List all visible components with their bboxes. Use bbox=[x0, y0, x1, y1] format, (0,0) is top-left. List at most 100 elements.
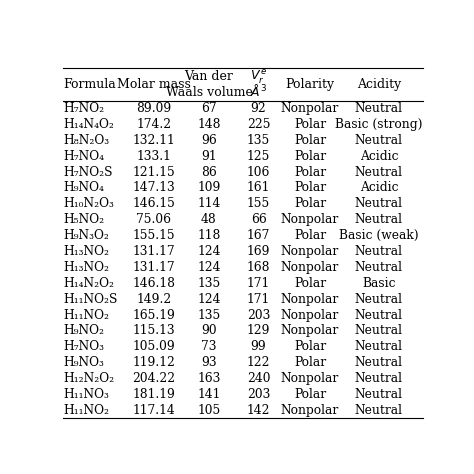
Text: Acidic: Acidic bbox=[360, 182, 398, 194]
Text: Nonpolar: Nonpolar bbox=[281, 102, 339, 115]
Text: 155: 155 bbox=[247, 197, 270, 210]
Text: Neutral: Neutral bbox=[355, 324, 403, 337]
Text: 129: 129 bbox=[247, 324, 270, 337]
Text: Polar: Polar bbox=[294, 165, 326, 179]
Text: 148: 148 bbox=[197, 118, 221, 131]
Text: Van der
Waals volume: Van der Waals volume bbox=[165, 70, 252, 99]
Text: Polar: Polar bbox=[294, 229, 326, 242]
Text: H₇NO₄: H₇NO₄ bbox=[63, 150, 104, 163]
Text: Nonpolar: Nonpolar bbox=[281, 372, 339, 385]
Text: H₁₃NO₂: H₁₃NO₂ bbox=[63, 245, 109, 258]
Text: 124: 124 bbox=[197, 292, 221, 306]
Text: Neutral: Neutral bbox=[355, 340, 403, 353]
Text: 131.17: 131.17 bbox=[133, 261, 175, 274]
Text: H₈N₂O₃: H₈N₂O₃ bbox=[63, 134, 109, 147]
Text: 203: 203 bbox=[247, 388, 270, 401]
Text: 106: 106 bbox=[247, 165, 270, 179]
Text: 163: 163 bbox=[197, 372, 220, 385]
Text: 167: 167 bbox=[247, 229, 270, 242]
Text: Neutral: Neutral bbox=[355, 356, 403, 369]
Text: Neutral: Neutral bbox=[355, 261, 403, 274]
Text: 114: 114 bbox=[197, 197, 220, 210]
Text: Nonpolar: Nonpolar bbox=[281, 261, 339, 274]
Text: Nonpolar: Nonpolar bbox=[281, 292, 339, 306]
Text: 115.13: 115.13 bbox=[133, 324, 175, 337]
Text: Basic (strong): Basic (strong) bbox=[335, 118, 423, 131]
Text: H₁₁NO₂: H₁₁NO₂ bbox=[63, 309, 109, 321]
Text: H₁₄N₂O₂: H₁₄N₂O₂ bbox=[63, 277, 114, 290]
Text: 155.15: 155.15 bbox=[133, 229, 175, 242]
Text: 124: 124 bbox=[197, 245, 221, 258]
Text: 96: 96 bbox=[201, 134, 217, 147]
Text: 165.19: 165.19 bbox=[132, 309, 175, 321]
Text: 146.15: 146.15 bbox=[132, 197, 175, 210]
Text: Formula: Formula bbox=[63, 78, 116, 91]
Text: 93: 93 bbox=[201, 356, 217, 369]
Text: H₁₄N₄O₂: H₁₄N₄O₂ bbox=[63, 118, 114, 131]
Text: Polarity: Polarity bbox=[285, 78, 335, 91]
Text: H₇NO₂: H₇NO₂ bbox=[63, 102, 104, 115]
Text: H₇NO₃: H₇NO₃ bbox=[63, 340, 104, 353]
Text: Basic: Basic bbox=[362, 277, 396, 290]
Text: 125: 125 bbox=[247, 150, 270, 163]
Text: Polar: Polar bbox=[294, 197, 326, 210]
Text: Molar mass: Molar mass bbox=[117, 78, 191, 91]
Text: 122: 122 bbox=[247, 356, 270, 369]
Text: Neutral: Neutral bbox=[355, 102, 403, 115]
Text: 121.15: 121.15 bbox=[132, 165, 175, 179]
Text: Polar: Polar bbox=[294, 150, 326, 163]
Text: Nonpolar: Nonpolar bbox=[281, 404, 339, 417]
Text: 67: 67 bbox=[201, 102, 217, 115]
Text: Polar: Polar bbox=[294, 134, 326, 147]
Text: $\AA^3$: $\AA^3$ bbox=[250, 83, 267, 99]
Text: H₉NO₂: H₉NO₂ bbox=[63, 324, 104, 337]
Text: 131.17: 131.17 bbox=[133, 245, 175, 258]
Text: Polar: Polar bbox=[294, 388, 326, 401]
Text: 168: 168 bbox=[247, 261, 270, 274]
Text: 105: 105 bbox=[197, 404, 220, 417]
Text: Neutral: Neutral bbox=[355, 197, 403, 210]
Text: H₁₀N₂O₃: H₁₀N₂O₃ bbox=[63, 197, 114, 210]
Text: H₁₃NO₂: H₁₃NO₂ bbox=[63, 261, 109, 274]
Text: Neutral: Neutral bbox=[355, 388, 403, 401]
Text: 105.09: 105.09 bbox=[132, 340, 175, 353]
Text: 132.11: 132.11 bbox=[132, 134, 175, 147]
Text: Nonpolar: Nonpolar bbox=[281, 309, 339, 321]
Text: Polar: Polar bbox=[294, 118, 326, 131]
Text: H₁₁NO₂: H₁₁NO₂ bbox=[63, 404, 109, 417]
Text: H₉N₃O₂: H₉N₃O₂ bbox=[63, 229, 109, 242]
Text: 161: 161 bbox=[247, 182, 270, 194]
Text: 89.09: 89.09 bbox=[136, 102, 172, 115]
Text: 240: 240 bbox=[247, 372, 270, 385]
Text: H₁₂N₂O₂: H₁₂N₂O₂ bbox=[63, 372, 114, 385]
Text: H₉NO₄: H₉NO₄ bbox=[63, 182, 104, 194]
Text: Acidity: Acidity bbox=[357, 78, 401, 91]
Text: 92: 92 bbox=[251, 102, 266, 115]
Text: 141: 141 bbox=[197, 388, 220, 401]
Text: Neutral: Neutral bbox=[355, 292, 403, 306]
Text: 133.1: 133.1 bbox=[137, 150, 171, 163]
Text: Neutral: Neutral bbox=[355, 134, 403, 147]
Text: 135: 135 bbox=[197, 309, 220, 321]
Text: 75.06: 75.06 bbox=[137, 213, 171, 226]
Text: 147.13: 147.13 bbox=[132, 182, 175, 194]
Text: 48: 48 bbox=[201, 213, 217, 226]
Text: 135: 135 bbox=[247, 134, 270, 147]
Text: 118: 118 bbox=[197, 229, 220, 242]
Text: Basic (weak): Basic (weak) bbox=[339, 229, 419, 242]
Text: 86: 86 bbox=[201, 165, 217, 179]
Text: Nonpolar: Nonpolar bbox=[281, 213, 339, 226]
Text: 225: 225 bbox=[247, 118, 270, 131]
Text: 171: 171 bbox=[247, 292, 270, 306]
Text: 203: 203 bbox=[247, 309, 270, 321]
Text: 73: 73 bbox=[201, 340, 217, 353]
Text: Neutral: Neutral bbox=[355, 245, 403, 258]
Text: Polar: Polar bbox=[294, 356, 326, 369]
Text: 171: 171 bbox=[247, 277, 270, 290]
Text: Polar: Polar bbox=[294, 340, 326, 353]
Text: 181.19: 181.19 bbox=[132, 388, 175, 401]
Text: 149.2: 149.2 bbox=[136, 292, 172, 306]
Text: 66: 66 bbox=[251, 213, 266, 226]
Text: Neutral: Neutral bbox=[355, 165, 403, 179]
Text: H₁₁NO₃: H₁₁NO₃ bbox=[63, 388, 109, 401]
